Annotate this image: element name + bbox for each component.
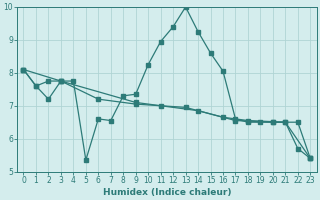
X-axis label: Humidex (Indice chaleur): Humidex (Indice chaleur) xyxy=(103,188,231,197)
